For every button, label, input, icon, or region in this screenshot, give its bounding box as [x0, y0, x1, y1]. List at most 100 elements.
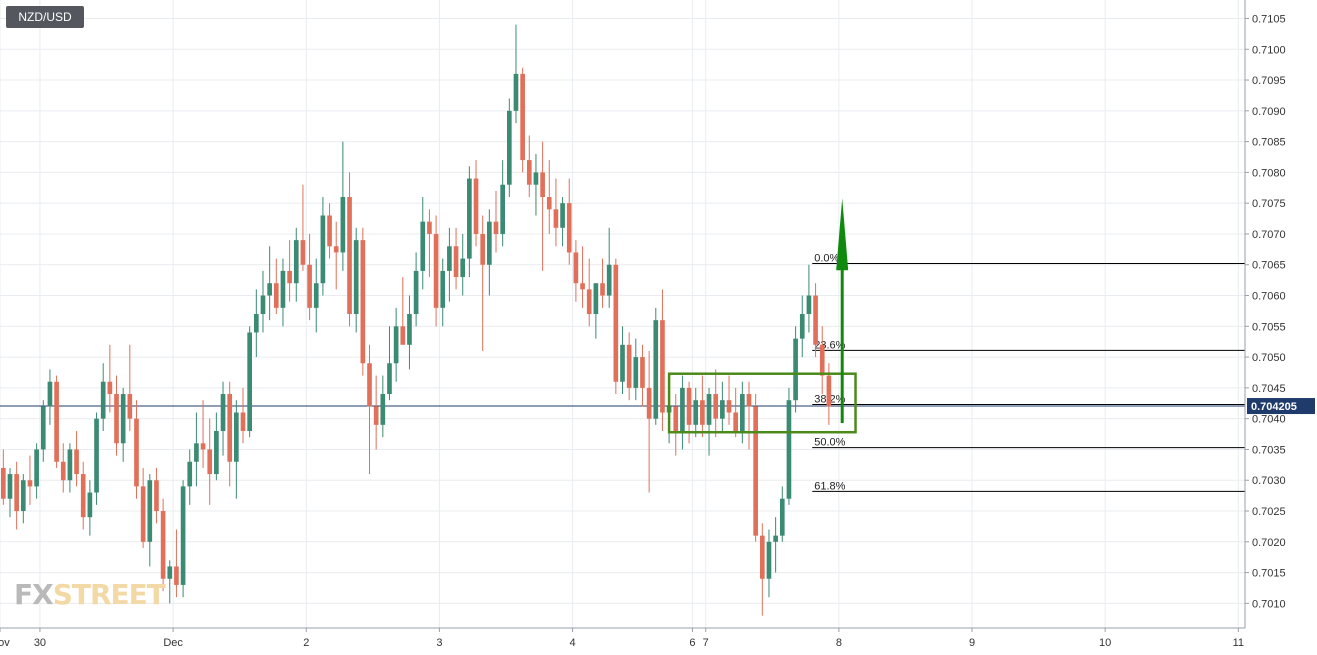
- candle-body: [613, 264, 619, 382]
- x-tick-label: 9: [969, 637, 975, 649]
- candle-body: [453, 246, 459, 278]
- candle-body: [54, 381, 59, 462]
- candle-body: [826, 375, 832, 407]
- y-tick-label: 0.7090: [1252, 106, 1286, 118]
- fib-level-label: 50.0%: [814, 437, 845, 449]
- candle-body: [819, 344, 825, 376]
- candle-body: [660, 320, 665, 413]
- candle-body: [273, 283, 279, 308]
- candle-body: [500, 184, 505, 234]
- y-tick-label: 0.7100: [1252, 44, 1286, 56]
- candle-body: [586, 289, 592, 314]
- candle-body: [347, 197, 352, 314]
- candle-body: [467, 178, 472, 259]
- candle-body: [513, 73, 519, 111]
- y-tick-label: 0.7040: [1252, 414, 1286, 426]
- x-tick-label: 7: [703, 637, 709, 649]
- y-tick-label: 0.7050: [1252, 352, 1286, 364]
- x-tick-label: 8: [836, 637, 842, 649]
- candles: [0, 24, 832, 616]
- candle-body: [740, 394, 745, 431]
- candle-body: [100, 381, 106, 419]
- candle-body: [74, 449, 79, 475]
- candle-body: [154, 480, 159, 512]
- candle-body: [473, 178, 479, 234]
- candle-body: [766, 541, 772, 579]
- candle-body: [14, 474, 19, 512]
- candle-body: [553, 209, 559, 228]
- candle-body: [140, 486, 146, 542]
- candle-body: [234, 412, 239, 462]
- candle-body: [333, 246, 339, 253]
- candle-body: [786, 400, 792, 499]
- y-tick-label: 0.7105: [1252, 13, 1286, 25]
- x-tick-label: 30: [34, 637, 46, 649]
- candle-body: [393, 326, 399, 364]
- candle-body: [187, 461, 193, 487]
- candle-body: [433, 233, 439, 308]
- fib-level-label: 61.8%: [814, 480, 845, 492]
- candle-body: [47, 381, 53, 407]
- candle-body: [493, 221, 499, 234]
- candle-body: [440, 270, 446, 308]
- candle-body: [420, 221, 426, 271]
- candle-body: [313, 283, 319, 308]
- y-tick-label: 0.7035: [1252, 444, 1286, 456]
- candle-body: [360, 240, 366, 364]
- candle-body: [447, 246, 452, 271]
- consolidation-box: [667, 372, 857, 434]
- candle-body: [34, 449, 39, 487]
- x-tick-label: 4: [570, 637, 576, 649]
- candle-body: [80, 474, 86, 518]
- candle-body: [673, 406, 679, 431]
- candle-body: [127, 394, 133, 419]
- candle-body: [327, 215, 332, 247]
- y-tick-label: 0.7080: [1252, 167, 1286, 179]
- candle-body: [207, 449, 213, 475]
- candle-body: [0, 467, 6, 499]
- candle-body: [799, 314, 805, 339]
- candle-body: [566, 203, 572, 253]
- candle-body: [700, 400, 705, 425]
- candle-body: [380, 394, 386, 425]
- y-tick-label: 0.7055: [1252, 321, 1286, 333]
- candle-body: [387, 363, 392, 395]
- candle-body: [600, 283, 605, 296]
- candle-body: [134, 418, 139, 487]
- candle-body: [293, 240, 299, 284]
- candle-body: [287, 270, 292, 284]
- candle-body: [280, 270, 286, 308]
- x-tick-label: 3: [436, 637, 442, 649]
- candle-body: [706, 394, 712, 425]
- grid: [0, 0, 1245, 628]
- candle-body: [367, 363, 372, 407]
- candle-body: [726, 400, 732, 413]
- candle-body: [506, 110, 512, 185]
- candle-body: [300, 240, 306, 265]
- candle-body: [114, 394, 119, 444]
- candle-body: [94, 418, 99, 493]
- current-price-label: 0.704205: [1251, 401, 1297, 413]
- fxstreet-logo: FXSTREET: [14, 578, 166, 611]
- candle-body: [220, 394, 226, 431]
- candle-body: [646, 387, 652, 419]
- candle-body: [107, 381, 113, 395]
- candle-body: [546, 197, 552, 210]
- y-tick-label: 0.7065: [1252, 260, 1286, 272]
- y-tick-label: 0.7060: [1252, 291, 1286, 303]
- candle-body: [626, 344, 632, 388]
- candle-body: [407, 314, 412, 345]
- x-tick-label: Dec: [163, 637, 183, 649]
- candle-body: [593, 283, 599, 314]
- candle-body: [253, 314, 259, 333]
- y-tick-label: 0.7085: [1252, 137, 1286, 149]
- candle-body: [813, 295, 818, 345]
- y-tick-label: 0.7075: [1252, 198, 1286, 210]
- candle-body: [520, 73, 525, 161]
- instrument-label: NZD/USD: [6, 6, 84, 28]
- y-tick-label: 0.7045: [1252, 383, 1286, 395]
- candle-body: [720, 400, 725, 419]
- candle-body: [7, 474, 13, 499]
